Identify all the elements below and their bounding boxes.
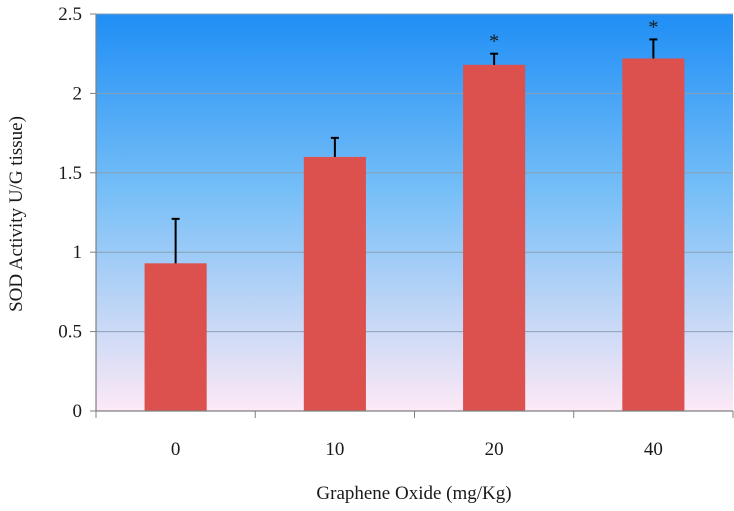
bar-40 xyxy=(622,58,685,412)
significance-marker: * xyxy=(648,16,658,38)
annotations: ** xyxy=(489,16,658,52)
y-tick-label: 0 xyxy=(73,401,83,422)
axes xyxy=(90,13,734,418)
bars xyxy=(144,58,685,412)
error-bars xyxy=(171,38,658,264)
bar-20 xyxy=(463,64,526,411)
y-tick-labels: 0 0.5 1 1.5 2 2.5 xyxy=(58,4,82,422)
significance-marker: * xyxy=(489,31,499,53)
bar-10 xyxy=(303,156,366,411)
x-tick-label: 40 xyxy=(644,439,663,460)
y-tick-label: 1.5 xyxy=(58,163,82,184)
x-tick-label: 20 xyxy=(485,439,504,460)
x-tick-label: 0 xyxy=(171,439,181,460)
y-tick-label: 2 xyxy=(73,83,83,104)
y-tick-label: 2.5 xyxy=(58,4,82,25)
x-tick-label: 10 xyxy=(325,439,344,460)
y-tick-label: 1 xyxy=(73,242,83,263)
bar-0 xyxy=(144,263,207,411)
y-tick-label: 0.5 xyxy=(58,322,82,343)
x-axis-title: Graphene Oxide (mg/Kg) xyxy=(316,483,511,504)
y-axis-title: SOD Activity U/G tissue) xyxy=(6,116,27,312)
x-tick-labels: 0 10 20 40 xyxy=(171,439,663,460)
